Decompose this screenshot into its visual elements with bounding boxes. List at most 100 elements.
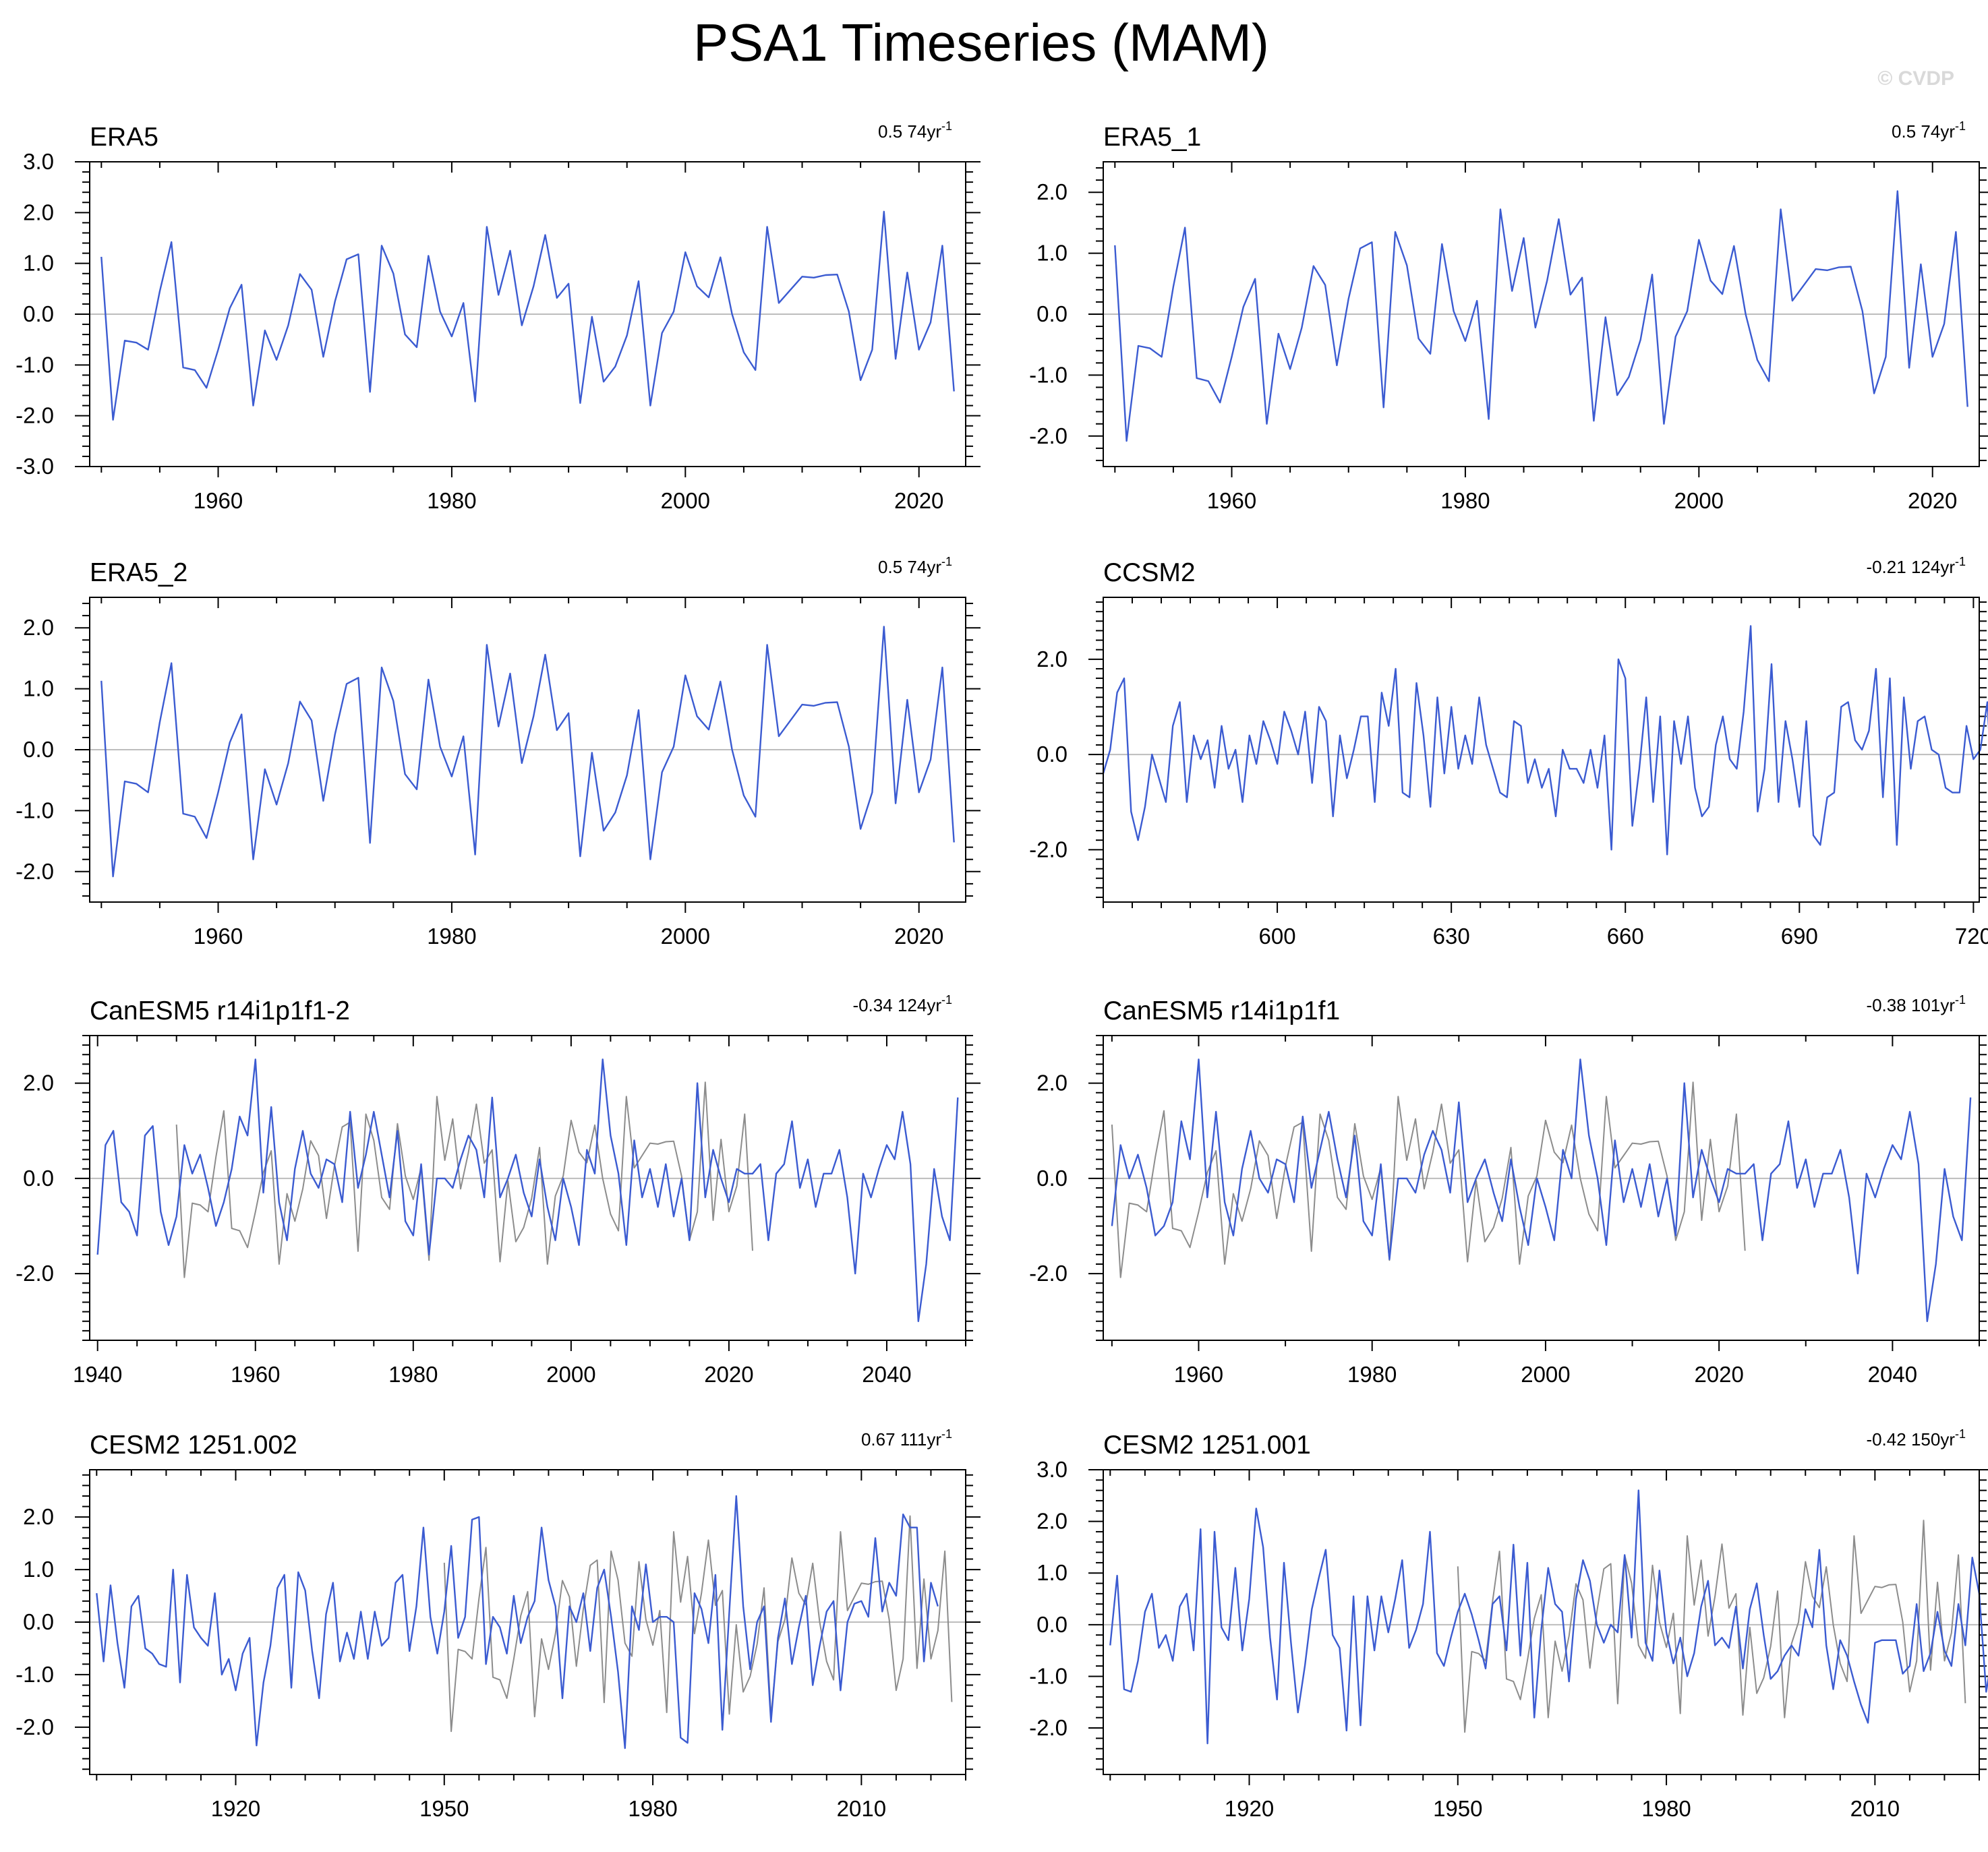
plot-frame bbox=[1103, 161, 1980, 467]
x-tick-label: 1920 bbox=[1225, 1796, 1274, 1821]
y-tick-label: -2.0 bbox=[1029, 423, 1068, 448]
trend-space bbox=[902, 121, 907, 142]
y-tick-label: -2.0 bbox=[1029, 837, 1068, 862]
panel: ERA5_1 0.5 74yr-1 1960 1980 2000 2020 -2.0 -1.0… bbox=[1029, 119, 1988, 513]
y-tick-label: -2.0 bbox=[16, 403, 54, 428]
trend-exponent: -1 bbox=[941, 993, 952, 1007]
trend-period: 74yr bbox=[907, 121, 941, 142]
x-tick-label: 2020 bbox=[704, 1362, 753, 1387]
plot-frame bbox=[89, 597, 966, 903]
trend-period: 124yr bbox=[898, 995, 941, 1015]
plot-frame bbox=[1103, 1035, 1980, 1341]
figure-title: PSA1 Timeseries (MAM) bbox=[693, 13, 1269, 72]
y-tick-label: -2.0 bbox=[1029, 1261, 1068, 1286]
trend-space bbox=[1906, 557, 1911, 577]
trend-period: 74yr bbox=[1921, 121, 1955, 142]
x-tick-label: 1960 bbox=[1174, 1362, 1223, 1387]
y-tick-label: 1.0 bbox=[1036, 1560, 1068, 1585]
plot-frame bbox=[89, 161, 966, 467]
trend-annotation: -0.38 101yr-1 bbox=[1866, 993, 1966, 1015]
y-tick-label: -1.0 bbox=[16, 798, 54, 823]
panel-title: CanESM5 r14i1p1f1-2 bbox=[90, 996, 350, 1025]
trend-space bbox=[893, 995, 898, 1015]
model-series-line bbox=[1102, 625, 1988, 856]
model-series-line bbox=[100, 210, 955, 421]
plot-frame bbox=[89, 1469, 966, 1775]
y-tick-label: -2.0 bbox=[16, 859, 54, 884]
trend-space bbox=[1916, 121, 1921, 142]
reference-series-line bbox=[1111, 1081, 1746, 1278]
trend-exponent: -1 bbox=[1955, 1427, 1966, 1441]
trend-period: 101yr bbox=[1911, 995, 1955, 1015]
x-tick-label: 1980 bbox=[1347, 1362, 1397, 1387]
trend-exponent: -1 bbox=[941, 555, 952, 568]
trend-period: 124yr bbox=[1911, 557, 1955, 577]
x-tick-label: 2040 bbox=[1868, 1362, 1917, 1387]
x-tick-label: 1980 bbox=[628, 1796, 677, 1821]
panel: CESM2 1251.002 0.67 111yr-1 1920 1950 1980 20… bbox=[16, 1427, 981, 1821]
y-tick-label: 2.0 bbox=[1036, 1509, 1068, 1534]
trend-annotation: -0.42 150yr-1 bbox=[1866, 1427, 1966, 1450]
y-tick-label: 2.0 bbox=[1036, 1071, 1068, 1096]
plot-frame bbox=[1103, 1469, 1980, 1775]
trend-value: -0.42 bbox=[1866, 1429, 1906, 1450]
plot-frame bbox=[1103, 597, 1980, 903]
y-tick-label: 0.0 bbox=[1036, 1612, 1068, 1637]
x-tick-label: 600 bbox=[1259, 924, 1296, 949]
trend-period: 150yr bbox=[1911, 1429, 1955, 1450]
panel-title: ERA5 bbox=[90, 123, 158, 152]
panel-title: CCSM2 bbox=[1103, 558, 1196, 587]
x-tick-label: 2020 bbox=[894, 488, 943, 513]
y-tick-label: 0.0 bbox=[23, 737, 54, 762]
y-tick-label: 2.0 bbox=[23, 200, 54, 225]
x-tick-label: 1980 bbox=[1440, 488, 1490, 513]
trend-value: -0.34 bbox=[852, 995, 892, 1015]
trend-value: 0.5 bbox=[1892, 121, 1916, 142]
x-tick-label: 720 bbox=[1955, 924, 1988, 949]
y-tick-label: 0.0 bbox=[23, 301, 54, 326]
panel-title: CanESM5 r14i1p1f1 bbox=[1103, 996, 1340, 1025]
y-tick-label: 2.0 bbox=[1036, 179, 1068, 204]
y-tick-label: 0.0 bbox=[23, 1166, 54, 1191]
x-tick-label: 1960 bbox=[1207, 488, 1256, 513]
model-series-line bbox=[96, 1495, 939, 1750]
y-tick-label: 2.0 bbox=[23, 615, 54, 640]
y-tick-label: 1.0 bbox=[23, 251, 54, 276]
cvdp-watermark: © CVDP bbox=[1877, 67, 1954, 90]
x-tick-label: 2000 bbox=[661, 488, 710, 513]
x-tick-label: 1940 bbox=[73, 1362, 122, 1387]
trend-exponent: -1 bbox=[941, 119, 952, 133]
x-tick-label: 1920 bbox=[211, 1796, 260, 1821]
plot-frame bbox=[89, 1035, 966, 1341]
panel: CESM2 1251.001 -0.42 150yr-1 1920 1950 1980 2… bbox=[1029, 1427, 1988, 1821]
trend-annotation: 0.5 74yr-1 bbox=[1892, 119, 1966, 142]
reference-series-line bbox=[175, 1081, 753, 1278]
trend-annotation: 0.67 111yr-1 bbox=[861, 1427, 952, 1450]
x-tick-label: 630 bbox=[1433, 924, 1470, 949]
trend-exponent: -1 bbox=[1955, 555, 1966, 568]
model-series-line bbox=[1111, 1058, 1972, 1323]
x-tick-label: 1980 bbox=[427, 924, 476, 949]
panel: CanESM5 r14i1p1f1 -0.38 101yr-1 1960 1980 20… bbox=[1029, 993, 1988, 1387]
x-tick-label: 2000 bbox=[1674, 488, 1724, 513]
trend-exponent: -1 bbox=[1955, 119, 1966, 133]
x-tick-label: 2000 bbox=[546, 1362, 595, 1387]
y-tick-label: -2.0 bbox=[1029, 1715, 1068, 1740]
panel: ERA5 0.5 74yr-1 1960 1980 2000 2020 -3.0 -2.0 -1… bbox=[16, 119, 981, 513]
panel: CanESM5 r14i1p1f1-2 -0.34 124yr-1 1940 1960… bbox=[16, 993, 981, 1387]
x-tick-label: 2040 bbox=[862, 1362, 911, 1387]
x-tick-label: 2020 bbox=[1694, 1362, 1743, 1387]
y-tick-label: 2.0 bbox=[23, 1071, 54, 1096]
panel-title: CESM2 1251.001 bbox=[1103, 1431, 1311, 1460]
y-tick-label: 0.0 bbox=[23, 1609, 54, 1634]
x-tick-label: 1980 bbox=[427, 488, 476, 513]
x-tick-label: 1980 bbox=[1641, 1796, 1691, 1821]
x-tick-label: 660 bbox=[1607, 924, 1644, 949]
y-tick-label: -2.0 bbox=[16, 1714, 54, 1739]
trend-annotation: -0.21 124yr-1 bbox=[1866, 555, 1966, 577]
trend-space bbox=[1906, 1429, 1911, 1450]
y-tick-label: -1.0 bbox=[1029, 362, 1068, 387]
y-tick-label: -2.0 bbox=[16, 1261, 54, 1286]
x-tick-label: 2020 bbox=[894, 924, 943, 949]
trend-annotation: -0.34 124yr-1 bbox=[852, 993, 952, 1015]
